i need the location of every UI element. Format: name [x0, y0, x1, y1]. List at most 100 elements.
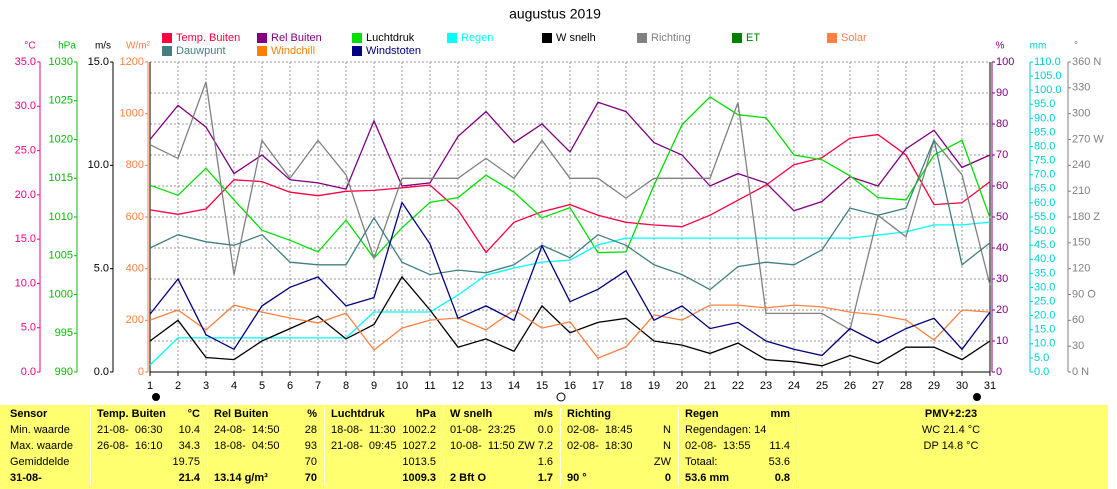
table-cell: 02-08- 18:45 N: [560, 423, 675, 438]
y-tick-label: 75.0: [1034, 155, 1055, 167]
x-tick-label: 7: [315, 380, 321, 392]
x-tick-label: 19: [648, 380, 660, 392]
cell-text: 21-08- 06:30: [97, 424, 163, 436]
x-tick-label: 20: [676, 380, 688, 392]
x-tick-label: 31: [984, 380, 996, 392]
legend-swatch: [637, 33, 647, 43]
cell-text: 2 Bft O: [450, 472, 487, 484]
y-tick-label: 600: [126, 211, 144, 223]
y-tick-label: 210: [1072, 185, 1090, 197]
cell-text: %: [307, 408, 317, 420]
cell-text: 0.0: [537, 424, 553, 436]
cell-text: 70: [304, 472, 317, 484]
y-tick-label: 50: [996, 211, 1008, 223]
y-tick-label: 10.0: [15, 277, 36, 289]
y-tick-label: 330: [1072, 82, 1090, 94]
series-line: [149, 275, 991, 367]
x-tick-label: 26: [844, 380, 856, 392]
cell-text: Regen: [685, 408, 719, 420]
y-tick-label: 0 N: [1072, 366, 1089, 378]
table-cell: ZW: [560, 455, 675, 470]
moon-new: [152, 393, 160, 401]
y-tick-label: 95.0: [1034, 98, 1055, 110]
y-tick-label: 70.0: [1034, 169, 1055, 181]
legend-label: Windstoten: [366, 45, 421, 57]
series-line: [149, 304, 991, 359]
chart-title: augustus 2019: [509, 6, 601, 22]
table-cell: Max. waarde: [4, 439, 87, 454]
x-tick-label: 23: [760, 380, 772, 392]
cell-text: m/s: [534, 408, 553, 420]
x-tick-label: 17: [592, 380, 604, 392]
cell-text: 02-08- 18:30: [567, 440, 633, 452]
y-tick-label: 120: [1072, 263, 1090, 275]
axis-unit: %: [996, 41, 1005, 52]
y-tick-label: 5.0: [94, 263, 109, 275]
y-tick-label: 35.0: [1034, 267, 1055, 279]
table-cell: PMV+2:23: [797, 407, 1104, 422]
x-tick-label: 3: [203, 380, 209, 392]
y-tick-label: 55.0: [1034, 211, 1055, 223]
x-tick-label: 22: [732, 380, 744, 392]
table-cell: 26-08- 16:10 34.3: [90, 439, 204, 454]
cell-text: 1.6: [537, 456, 553, 468]
legend-label: Luchtdruk: [366, 32, 415, 44]
y-tick-label: 80.0: [1034, 140, 1055, 152]
series-line: [149, 137, 991, 291]
table-cell: 18-08- 04:50 93: [207, 439, 321, 454]
series-line: [149, 221, 991, 366]
cell-text: 93: [304, 440, 317, 452]
y-tick-label: 110.0: [1034, 56, 1061, 68]
y-tick-label: 400: [126, 263, 144, 275]
table-cell: [797, 455, 1104, 470]
table-cell: 19.75: [90, 455, 204, 470]
table-cell: 1013.5: [324, 455, 440, 470]
table-cell: WC 21.4 °C: [797, 423, 1104, 438]
cell-text: mm: [770, 408, 790, 420]
cell-text: 0: [664, 472, 671, 484]
y-tick-label: 30: [1072, 340, 1084, 352]
legend-swatch: [257, 33, 267, 43]
table-cell: 01-08- 23:25 0.0: [443, 423, 557, 438]
legend-swatch: [447, 33, 457, 43]
axis-unit: hPa: [58, 41, 76, 52]
y-tick-label: 1015: [49, 172, 73, 184]
cell-text: W snelh: [450, 408, 493, 420]
y-tick-label: 20.0: [1034, 310, 1055, 322]
table-cell: 53.6 mm 0.8: [678, 471, 794, 486]
y-tick-label: 360 N: [1072, 56, 1101, 68]
y-tick-label: 200: [126, 314, 144, 326]
y-tick-label: 20: [996, 304, 1008, 316]
x-tick-label: 13: [480, 380, 492, 392]
x-tick-label: 14: [508, 380, 520, 392]
cell-text: 21.4: [178, 472, 200, 484]
y-tick-label: 85.0: [1034, 126, 1055, 138]
summary-table: Sensor Temp. Buiten °C Rel Buiten% Luchtdruk…: [0, 405, 1108, 489]
table-cell: 21-08- 06:30 10.4: [90, 423, 204, 438]
cell-text: 10-08- 11:50 ZW: [450, 440, 535, 452]
cell-text: N: [663, 424, 671, 436]
legend-swatch: [732, 33, 742, 43]
y-tick-label: 80: [996, 118, 1008, 130]
y-tick-label: 30: [996, 273, 1008, 285]
series-line: [149, 96, 991, 260]
axis-unit: °: [1074, 41, 1078, 52]
series-line: [149, 133, 991, 254]
y-tick-label: 180 Z: [1072, 211, 1100, 223]
cell-text: 1013.5: [402, 456, 436, 468]
legend-swatch: [162, 46, 172, 56]
y-tick-label: 100.0: [1034, 84, 1062, 96]
cell-text: Richting: [567, 408, 611, 420]
x-tick-label: 8: [343, 380, 349, 392]
cell-text: Totaal:: [685, 456, 718, 468]
legend-label: Regen: [461, 32, 493, 44]
cell-text: 0.8: [774, 472, 790, 484]
chart: augustus 2019 1 2 3 4 5 6 7 8 9 10 11 12 13 14 15 16 17 1…: [15, 6, 1104, 402]
legend-swatch: [827, 33, 837, 43]
y-tick-label: 10.0: [1034, 338, 1055, 350]
table-cell: Regendagen: 14: [678, 423, 794, 438]
cell-text: Max. waarde: [10, 440, 73, 452]
cell-text: 1.7: [537, 472, 553, 484]
cell-text: 18-08- 11:30: [331, 424, 396, 436]
